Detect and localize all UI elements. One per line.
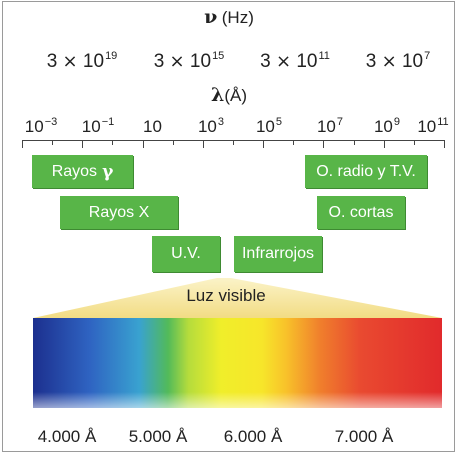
wavelength-tick-label: 10−1: [81, 116, 115, 136]
band-short-waves: O. cortas: [317, 196, 405, 229]
axis-tick: [52, 140, 54, 145]
visible-wavelength-label: 6.000 Å: [223, 427, 283, 446]
lambda-symbol: λ: [211, 84, 225, 106]
axis-tick: [233, 140, 234, 145]
wavelength-tick-label: 103: [197, 116, 225, 136]
visible-wavelength-label: 4.000 Å: [37, 427, 97, 446]
axis-tick: [353, 140, 355, 145]
visible-spectrum-bar: [33, 318, 442, 408]
wavelength-unit: (Å): [224, 86, 247, 105]
axis-tick: [383, 140, 385, 148]
wavelength-tick-label: 10−3: [24, 116, 58, 136]
axis-tick: [142, 140, 144, 148]
wavelength-tick-label: 105: [255, 116, 283, 136]
frequency-value: 3 × 1019: [46, 50, 118, 72]
band-infrared: Infrarrojos: [234, 236, 322, 272]
frequency-value: 3 × 1015: [153, 50, 225, 72]
band-xray-label: Rayos X: [88, 203, 150, 221]
wavelength-tick-label: 1011: [417, 116, 449, 136]
diagram-frame: [2, 1, 455, 452]
axis-tick: [82, 140, 84, 148]
band-infrared-label: Infrarrojos: [241, 245, 315, 262]
band-radio-tv: O. radio y T.V.: [305, 155, 427, 188]
axis-tick: [263, 140, 265, 148]
axis-tick: [293, 140, 295, 145]
band-uv: U.V.: [152, 236, 220, 272]
axis-tick: [323, 140, 325, 148]
axis-tick: [413, 140, 415, 145]
visible-wavelength-label: 7.000 Å: [334, 427, 394, 446]
visible-light-label: Luz visible: [186, 286, 266, 305]
band-uv-label: U.V.: [171, 245, 201, 262]
wavelength-tick-label: 109: [373, 116, 401, 136]
frequency-unit: (Hz): [221, 8, 254, 27]
visible-wavelength-label: 5.000 Å: [128, 427, 188, 446]
band-short-waves-label: O. cortas: [328, 203, 394, 221]
wavelength-tick-label: 10: [143, 117, 162, 136]
axis-tick: [444, 140, 445, 148]
wavelength-tick-label: 107: [316, 116, 344, 136]
axis-tick: [202, 140, 204, 148]
frequency-value: 3 × 1011: [260, 50, 330, 72]
band-gamma-rays: Rayos γ: [32, 155, 133, 188]
nu-symbol: ν: [204, 6, 218, 28]
band-radio-tv-label: O. radio y T.V.: [316, 162, 416, 180]
band-gamma-label: Rayos: [51, 162, 98, 180]
axis-tick: [172, 140, 174, 145]
cone-shape: [33, 278, 442, 318]
frequency-title: ν (Hz): [204, 6, 254, 28]
axis-tick: [112, 140, 114, 145]
gamma-symbol: γ: [102, 161, 114, 182]
frequency-value: 3 × 107: [365, 50, 431, 72]
wavelength-title: λ(Å): [211, 84, 247, 106]
frequency-values: 3 × 1019 3 × 1015 3 × 1011 3 × 107: [0, 50, 459, 78]
band-x-rays: Rayos X: [60, 196, 178, 229]
axis-tick: [22, 140, 23, 148]
